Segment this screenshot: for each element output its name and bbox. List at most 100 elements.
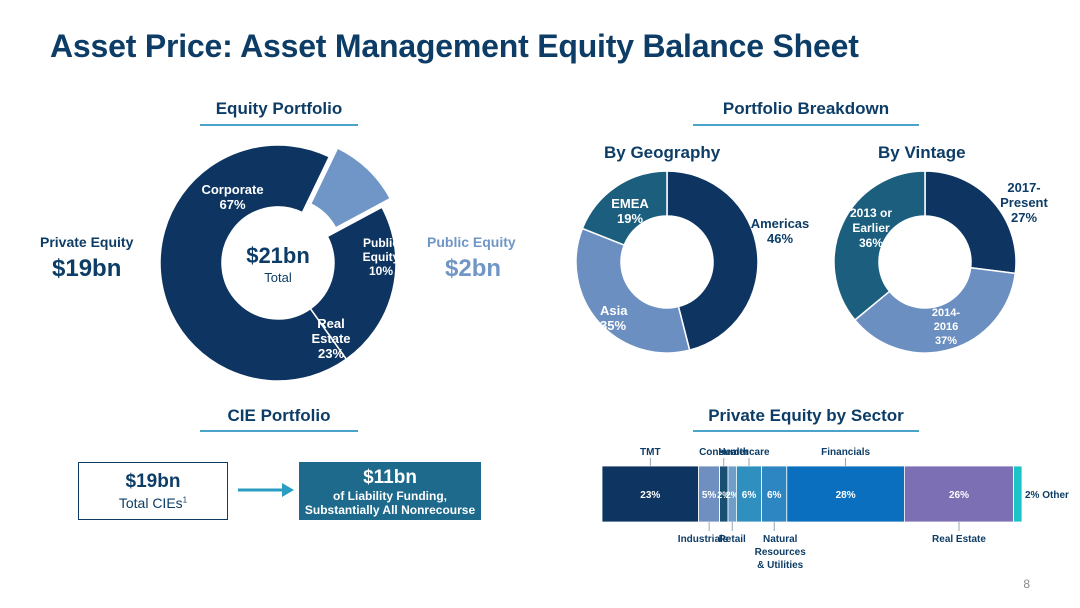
corporate-pct-line: 67%	[219, 197, 246, 212]
vintage-2013-pct: 36%	[858, 236, 884, 250]
liability-funding-box: $11bn of Liability Funding, Substantiall…	[299, 462, 481, 520]
sector-bottom-label-line: Real Estate	[932, 534, 986, 545]
sector-top-label: TMT	[640, 447, 661, 458]
sector-bottom-label-line: Industrials	[678, 534, 729, 545]
liability-funding-value: $11bn	[363, 467, 417, 488]
equity-portfolio-underline	[200, 124, 358, 126]
sector-bottom-label: Real Estate	[932, 534, 986, 545]
total-cies-text-line: Total CIEs1	[79, 495, 227, 511]
equity-center-value: $21bn	[246, 243, 310, 268]
sector-bar-other	[1013, 465, 1023, 523]
asia-name: Asia	[600, 303, 628, 318]
sector-value-label-other: 2% Other	[1025, 490, 1069, 501]
emea-pct: 19%	[616, 211, 644, 226]
corporate-label-line: Corporate	[201, 182, 264, 197]
vintage-2013-line1: 2013 or	[849, 206, 893, 220]
vintage-2017-line1: 2017-	[1007, 180, 1041, 195]
cie-arrow-head	[282, 483, 294, 497]
vintage-2014-label: 2014- 2016 37%	[918, 306, 974, 348]
sector-bar-tmt	[601, 465, 699, 523]
vintage-title: By Vintage	[878, 143, 966, 162]
equity-portfolio-donut: $21bn Total	[159, 144, 397, 382]
asia-label: Asia 35%	[600, 303, 646, 333]
sector-bottom-label: Retail	[719, 534, 746, 545]
americas-slice	[666, 170, 759, 352]
emea-name: EMEA	[611, 196, 649, 211]
geography-donut	[575, 170, 759, 354]
sector-value-label: 28%	[836, 490, 856, 501]
private-equity-label: Private Equity	[40, 234, 134, 250]
americas-pct: 46%	[766, 231, 794, 246]
sector-bar-financials	[786, 465, 905, 523]
real-estate-slice	[309, 206, 397, 361]
portfolio-breakdown-underline	[693, 124, 919, 126]
re-label-line2: Estate	[311, 331, 351, 346]
sector-value-label: 5%	[702, 490, 717, 501]
sector-bottom-label-line: Retail	[719, 534, 746, 545]
sector-value-label: 2%	[726, 490, 739, 500]
vintage-donut	[833, 170, 1017, 354]
sector-bottom-label-line: & Utilities	[757, 560, 804, 571]
public-equity-label: Public Equity	[427, 234, 516, 250]
vintage-2014-2016-slice	[853, 266, 1017, 354]
emea-slice	[581, 170, 668, 247]
re-pct-line: 23%	[317, 346, 345, 361]
total-cies-box: $19bn Total CIEs1	[78, 462, 228, 520]
vintage-2017-label: 2017- Present 27%	[992, 180, 1056, 225]
public-label-line2: Equity	[362, 250, 400, 264]
vintage-2017-line2: Present	[1000, 195, 1048, 210]
page-number: 8	[1023, 577, 1030, 591]
total-cies-value: $19bn	[125, 471, 181, 492]
geography-title: By Geography	[604, 143, 721, 162]
cie-arrow	[238, 483, 294, 497]
equity-portfolio-heading: Equity Portfolio	[215, 99, 343, 118]
sector-heading: Private Equity by Sector	[708, 406, 904, 425]
vintage-2014-line2: 2016	[933, 321, 959, 333]
sector-underline	[693, 430, 919, 432]
equity-center-label: Total	[264, 270, 292, 285]
portfolio-breakdown-heading: Portfolio Breakdown	[722, 99, 890, 118]
americas-name: Americas	[750, 216, 810, 231]
sector-bottom-label: Natural Resources & Utilities	[755, 534, 807, 571]
sector-top-label: Financials	[821, 447, 870, 458]
sector-bar-real-estate	[903, 465, 1014, 523]
vintage-2017-present-slice	[924, 170, 1017, 275]
liability-funding-line2: Substantially All Nonrecourse	[304, 503, 476, 517]
public-equity-slice	[309, 147, 392, 229]
vintage-2013-line2: Earlier	[852, 221, 890, 235]
emea-label: EMEA 19%	[602, 196, 658, 226]
re-label-line1: Real	[317, 316, 345, 331]
sector-bottom-label-line: Resources	[755, 547, 807, 558]
sector-value-label: 6%	[767, 490, 782, 501]
vintage-2014-line1: 2014-	[931, 307, 961, 319]
private-equity-value: $19bn	[52, 255, 122, 282]
sector-top-label: Healthcare	[718, 447, 770, 458]
sector-value-label: 6%	[742, 490, 757, 501]
sector-top-label: Consumer	[699, 447, 749, 458]
vintage-2013-earlier-slice	[833, 170, 926, 322]
sector-value-label: 2%	[717, 490, 730, 500]
sector-value-label: 23%	[640, 490, 660, 501]
public-label-line1: Public	[362, 236, 399, 250]
sector-value-label: 26%	[949, 490, 969, 501]
vintage-2014-pct: 37%	[934, 335, 958, 347]
vintage-2013-label: 2013 or Earlier 36%	[840, 206, 902, 251]
cie-portfolio-underline	[200, 430, 358, 432]
corporate-slice-label: Corporate 67%	[190, 182, 275, 212]
asia-slice	[575, 227, 691, 354]
real-estate-slice-label: Real Estate 23%	[300, 316, 362, 361]
total-cies-text: Total CIEs	[118, 495, 183, 511]
vintage-2017-pct: 27%	[1010, 210, 1038, 225]
slide-title: Asset Price: Asset Management Equity Bal…	[50, 28, 859, 64]
public-slice-label: Public Equity 10%	[355, 236, 407, 278]
public-pct-line: 10%	[368, 264, 394, 278]
public-equity-value: $2bn	[445, 255, 502, 282]
asia-pct: 35%	[600, 318, 627, 333]
cie-portfolio-heading: CIE Portfolio	[227, 406, 331, 425]
americas-label: Americas 46%	[740, 216, 820, 246]
footnote-marker: 1	[182, 495, 188, 505]
corporate-slice	[159, 144, 348, 382]
liability-funding-line1: of Liability Funding,	[333, 489, 447, 503]
sector-bottom-label-line: Natural	[763, 534, 798, 545]
